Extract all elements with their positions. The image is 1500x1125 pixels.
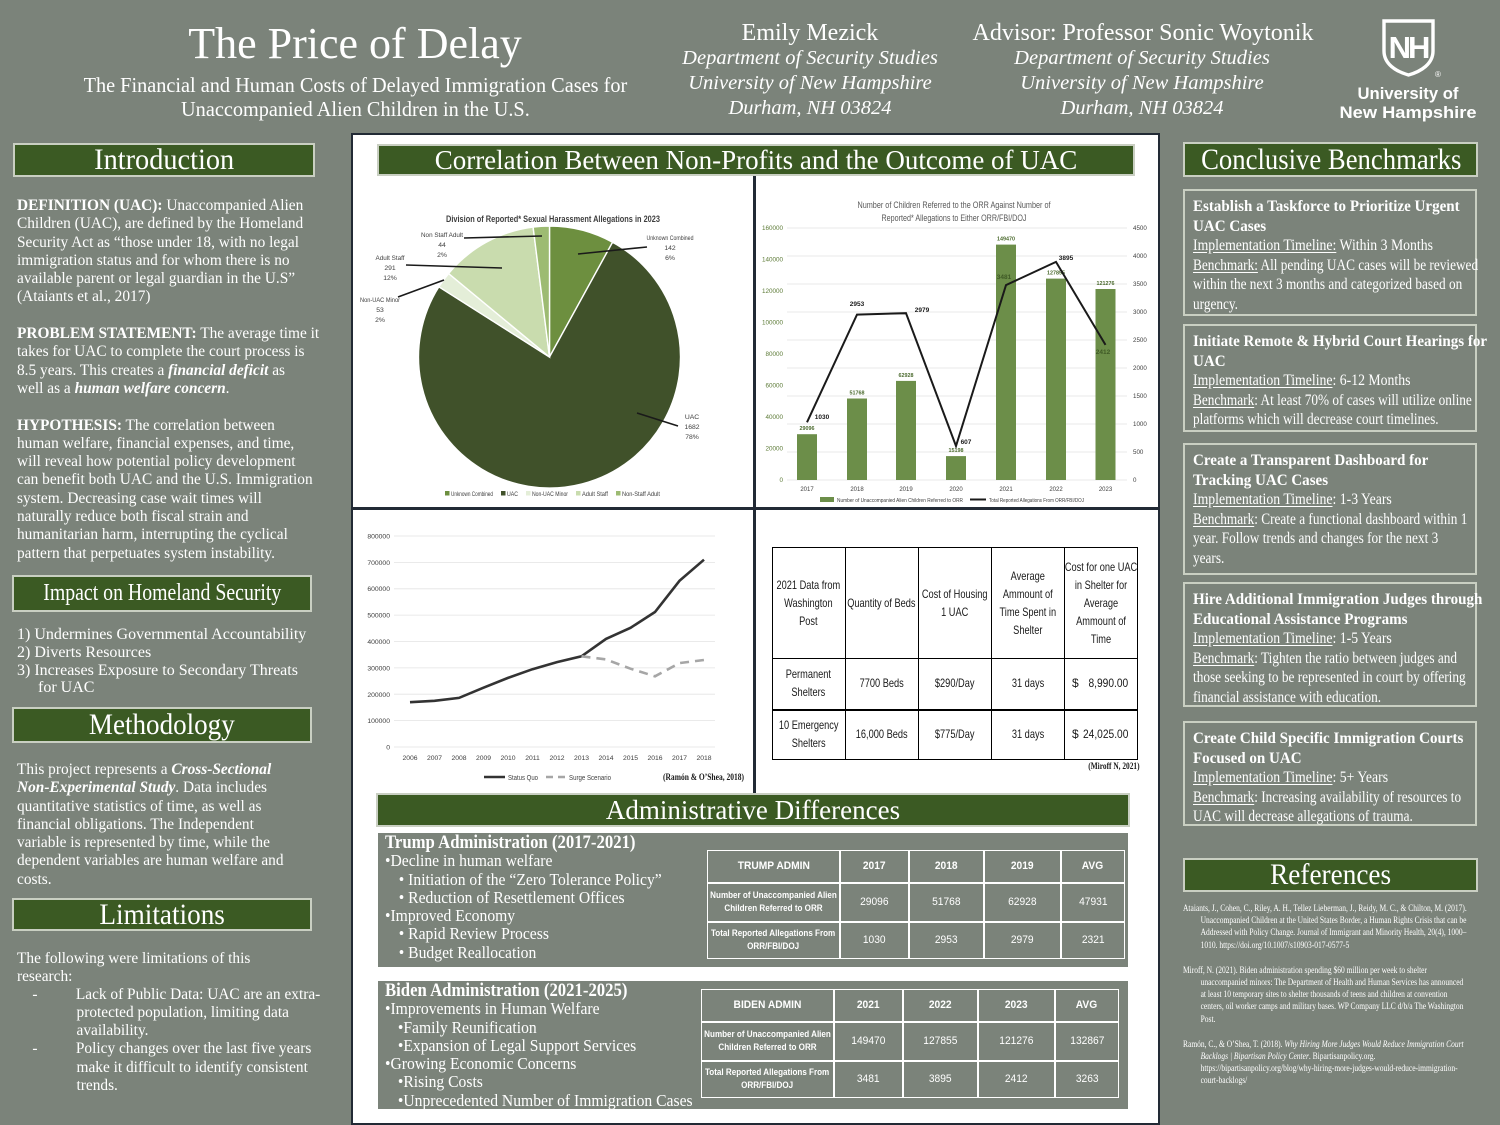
- svg-text:1500: 1500: [1133, 393, 1147, 400]
- svg-text:200000: 200000: [367, 692, 390, 699]
- svg-text:3895: 3895: [1059, 255, 1074, 262]
- svg-text:1030: 1030: [815, 414, 830, 421]
- svg-text:160000: 160000: [762, 225, 784, 232]
- svg-text:2412: 2412: [1096, 349, 1111, 356]
- svg-text:140000: 140000: [762, 257, 784, 264]
- svg-text:2021: 2021: [999, 487, 1013, 493]
- svg-text:600000: 600000: [367, 586, 390, 593]
- svg-text:800000: 800000: [367, 534, 390, 541]
- svg-text:4000: 4000: [1133, 253, 1147, 260]
- svg-text:2500: 2500: [1133, 337, 1147, 344]
- svg-text:Unknown Combined: Unknown Combined: [451, 491, 493, 498]
- svg-text:2013: 2013: [574, 755, 589, 762]
- svg-text:Unknown Combined: Unknown Combined: [647, 235, 694, 242]
- svg-text:20000: 20000: [765, 446, 783, 453]
- svg-text:12%: 12%: [383, 275, 397, 282]
- svg-text:2979: 2979: [915, 307, 930, 314]
- svg-text:Non Staff Adult: Non Staff Adult: [421, 232, 463, 239]
- svg-text:127855: 127855: [1047, 271, 1065, 277]
- svg-text:2%: 2%: [437, 252, 447, 259]
- svg-text:Status Quo: Status Quo: [508, 773, 538, 782]
- svg-text:2020: 2020: [949, 487, 963, 493]
- svg-text:®: ®: [1435, 70, 1441, 79]
- svg-text:51768: 51768: [850, 391, 865, 397]
- svg-text:53: 53: [376, 307, 384, 314]
- svg-text:607: 607: [961, 439, 972, 446]
- svg-text:291: 291: [384, 265, 396, 272]
- svg-text:2016: 2016: [647, 755, 662, 762]
- svg-text:29096: 29096: [800, 426, 815, 432]
- svg-text:100000: 100000: [367, 718, 390, 725]
- svg-text:Surge Scenario: Surge Scenario: [569, 773, 611, 782]
- svg-text:62928: 62928: [899, 373, 914, 379]
- svg-text:Adult Staff: Adult Staff: [582, 491, 608, 498]
- svg-text:Reported* Allegations to Eithe: Reported* Allegations to Either ORR/FBI/…: [882, 213, 1027, 223]
- svg-text:2009: 2009: [476, 755, 491, 762]
- svg-text:0: 0: [386, 745, 390, 752]
- svg-text:3500: 3500: [1133, 281, 1147, 288]
- svg-text:2011: 2011: [525, 755, 540, 762]
- svg-text:2012: 2012: [549, 755, 564, 762]
- svg-text:2017: 2017: [800, 487, 814, 493]
- svg-text:500: 500: [1133, 449, 1144, 456]
- svg-text:UAC: UAC: [685, 414, 699, 421]
- svg-text:2008: 2008: [451, 755, 466, 762]
- svg-text:3000: 3000: [1133, 309, 1147, 316]
- svg-text:2014: 2014: [598, 755, 613, 762]
- svg-text:2953: 2953: [850, 301, 865, 308]
- svg-text:40000: 40000: [765, 414, 783, 421]
- svg-text:4500: 4500: [1133, 225, 1147, 232]
- svg-text:Total Reported Allegations Fro: Total Reported Allegations From ORR/FBI/…: [989, 498, 1084, 504]
- svg-text:Number of Unaccompanied Alien: Number of Unaccompanied Alien Children R…: [837, 498, 963, 504]
- svg-text:0: 0: [779, 477, 783, 484]
- svg-text:2017: 2017: [672, 755, 687, 762]
- svg-text:2022: 2022: [1049, 487, 1063, 493]
- svg-text:2000: 2000: [1133, 365, 1147, 372]
- svg-text:Non-Staff Adult: Non-Staff Adult: [622, 491, 660, 498]
- svg-text:2019: 2019: [899, 487, 913, 493]
- svg-text:University of: University of: [1358, 85, 1460, 103]
- svg-text:2010: 2010: [500, 755, 515, 762]
- svg-text:78%: 78%: [685, 434, 699, 441]
- svg-text:UAC: UAC: [507, 491, 518, 498]
- svg-text:149470: 149470: [997, 237, 1015, 243]
- svg-text:2006: 2006: [402, 755, 417, 762]
- svg-text:2015: 2015: [623, 755, 638, 762]
- svg-text:Division of Reported* Sexual H: Division of Reported* Sexual Harassment …: [446, 214, 660, 224]
- svg-text:2018: 2018: [696, 755, 711, 762]
- svg-text:3481: 3481: [997, 274, 1012, 281]
- svg-text:121276: 121276: [1097, 281, 1115, 287]
- svg-text:Adult Staff: Adult Staff: [376, 255, 405, 262]
- svg-text:700000: 700000: [367, 560, 390, 567]
- svg-text:2023: 2023: [1099, 487, 1113, 493]
- svg-text:60000: 60000: [765, 383, 783, 390]
- svg-text:80000: 80000: [765, 351, 783, 358]
- svg-text:Number of Children Referred to: Number of Children Referred to the ORR A…: [858, 200, 1051, 210]
- svg-text:0: 0: [1133, 477, 1137, 484]
- svg-text:400000: 400000: [367, 639, 390, 646]
- svg-text:100000: 100000: [762, 320, 784, 327]
- svg-text:New Hampshire: New Hampshire: [1340, 104, 1477, 122]
- svg-text:15198: 15198: [949, 448, 964, 454]
- svg-text:Non-UAC Minor: Non-UAC Minor: [360, 297, 401, 304]
- svg-text:2%: 2%: [375, 317, 385, 324]
- svg-text:300000: 300000: [367, 665, 390, 672]
- svg-text:6%: 6%: [665, 255, 675, 262]
- svg-text:120000: 120000: [762, 288, 784, 295]
- svg-text:44: 44: [438, 242, 446, 249]
- svg-text:(Ramón & O’Shea, 2018): (Ramón & O’Shea, 2018): [663, 772, 744, 783]
- svg-text:2007: 2007: [427, 755, 442, 762]
- svg-text:142: 142: [664, 245, 676, 252]
- svg-text:500000: 500000: [367, 613, 390, 620]
- svg-text:1000: 1000: [1133, 421, 1147, 428]
- svg-text:1682: 1682: [684, 424, 699, 431]
- svg-text:NH: NH: [1389, 30, 1429, 65]
- svg-text:2018: 2018: [850, 487, 864, 493]
- svg-text:Non-UAC Minor: Non-UAC Minor: [532, 491, 569, 498]
